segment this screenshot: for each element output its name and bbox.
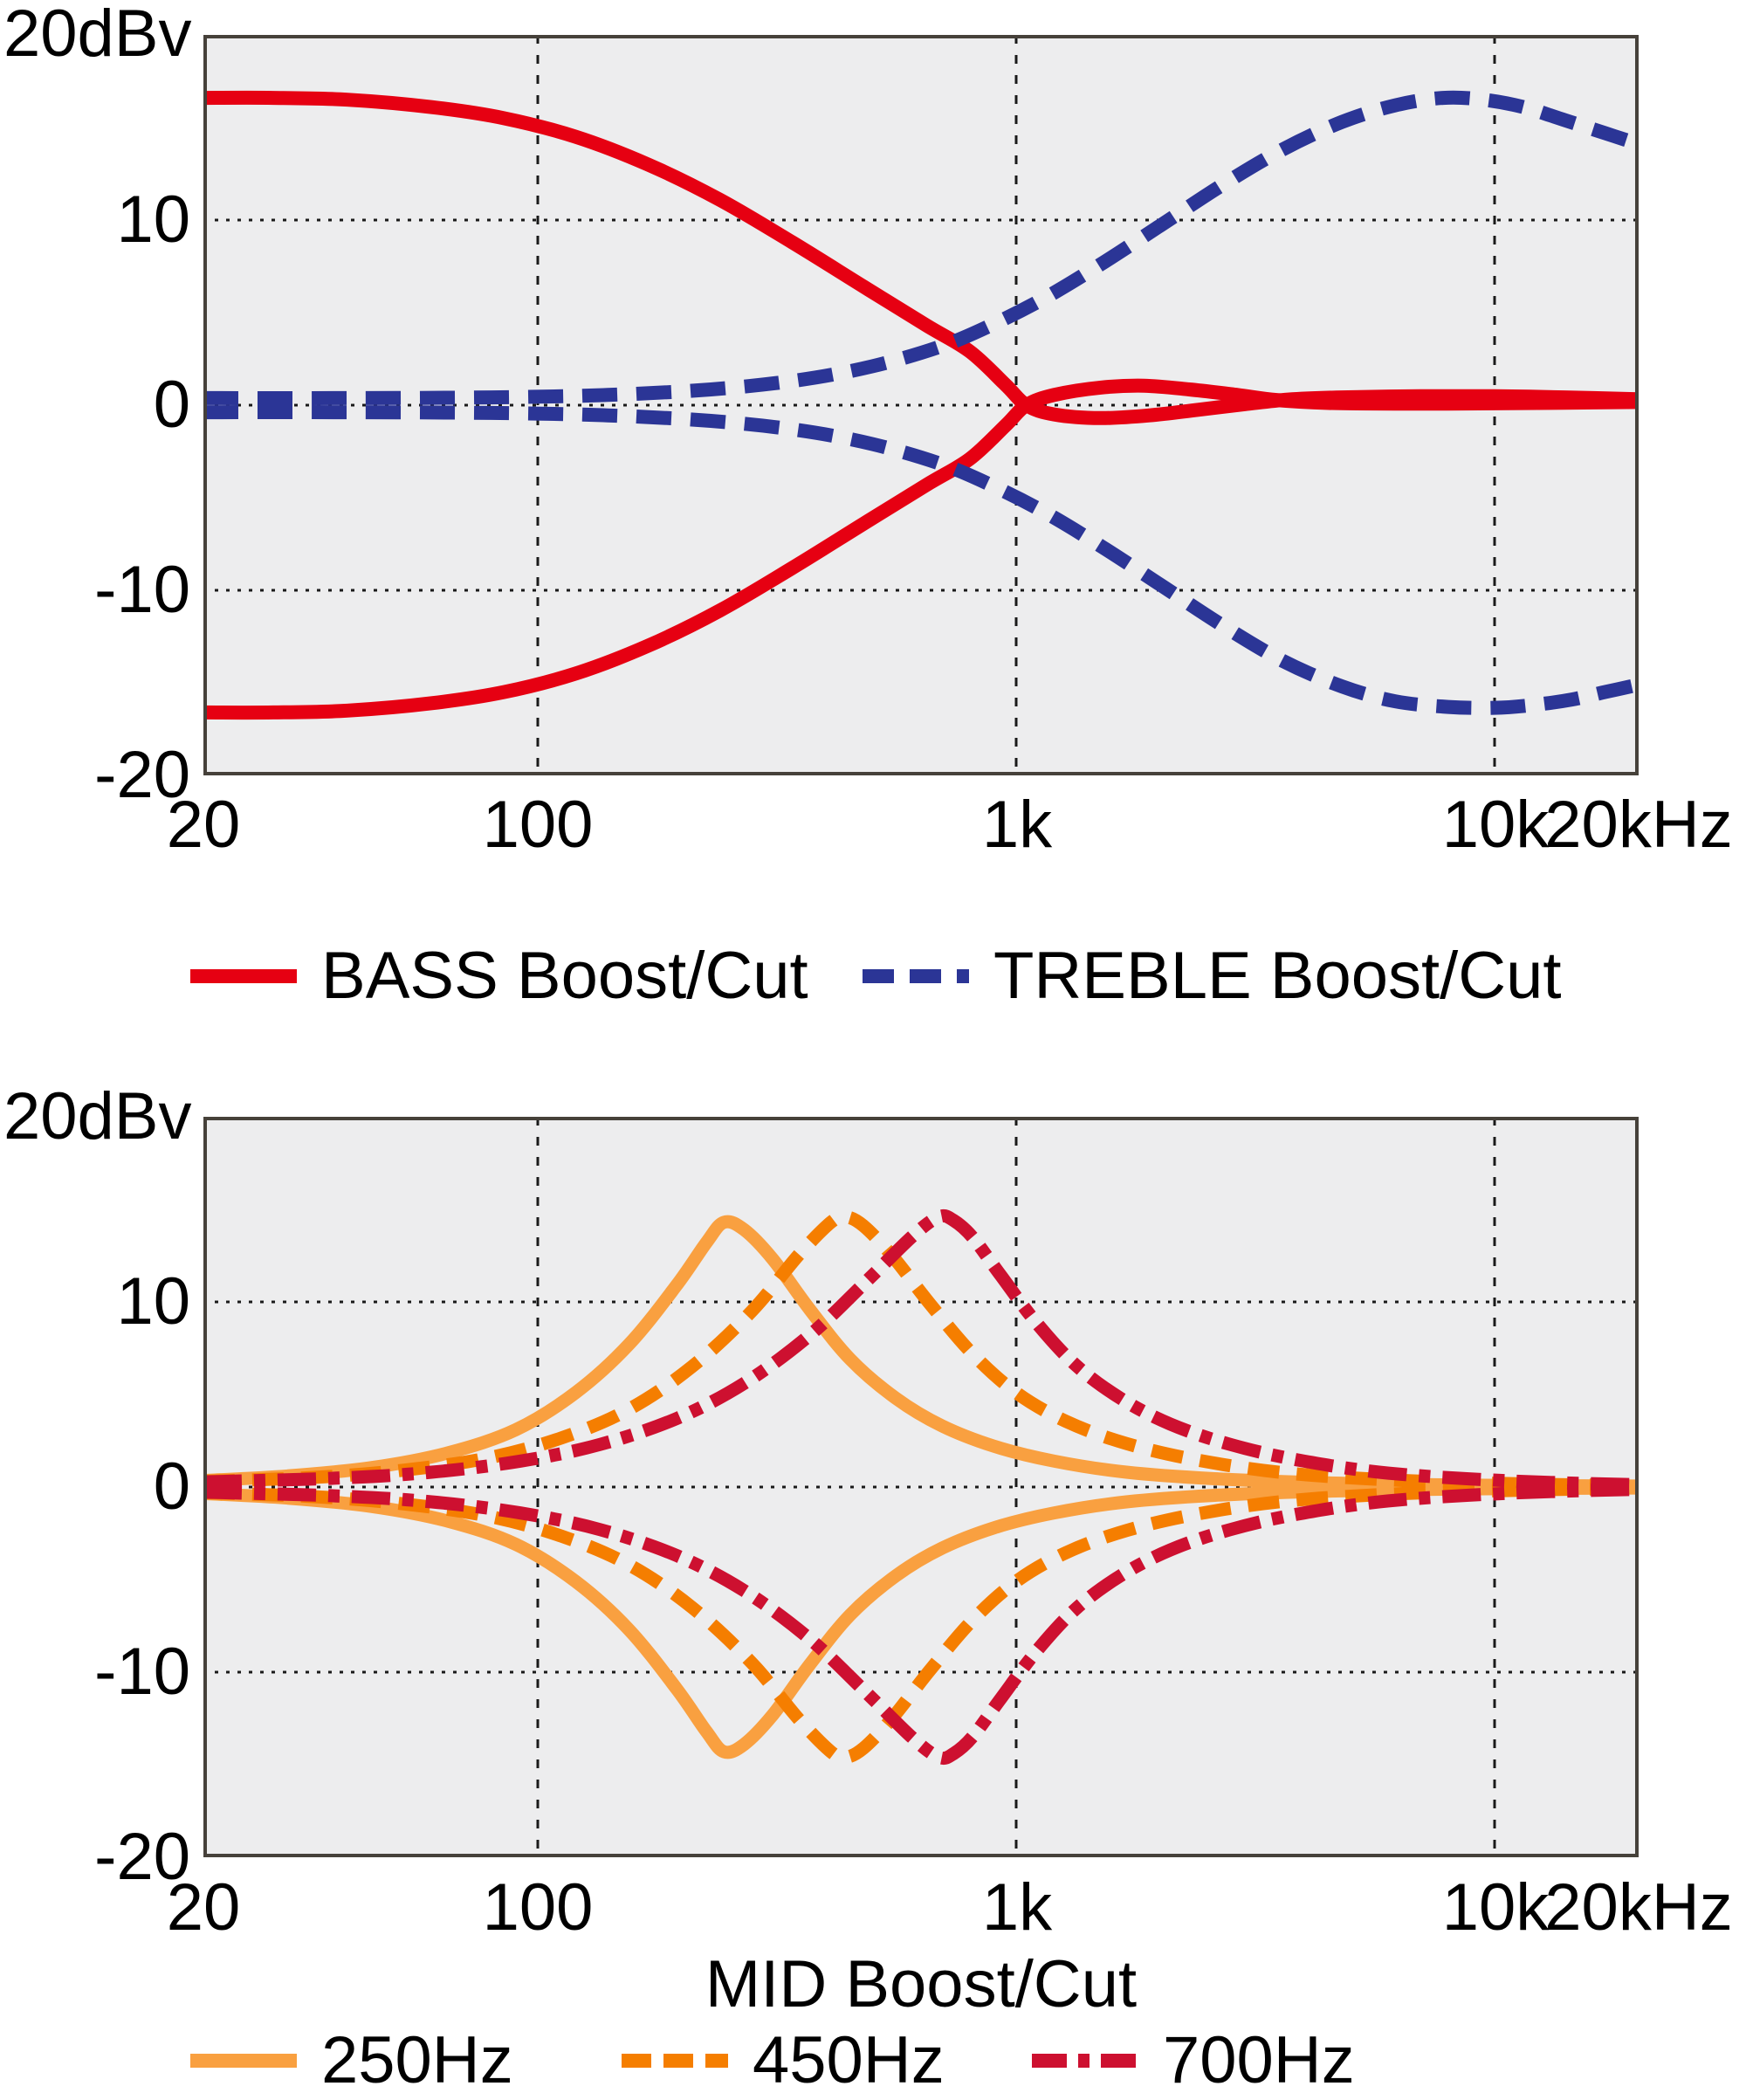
legend-label-450hz: 450Hz (753, 2023, 945, 2097)
mid-y-tick-m10: -10 (94, 1635, 190, 1709)
bass-treble-chart-plot (203, 35, 1639, 775)
tone-y-tick-m10: -10 (94, 553, 190, 627)
legend-item-450hz: 450Hz (622, 2021, 945, 2100)
legend-label-700hz: 700Hz (1163, 2023, 1355, 2097)
tone-x-tick-10k: 10k (1441, 788, 1550, 862)
mid-y-tick-0: 0 (153, 1449, 190, 1524)
bass-line-swatch (190, 969, 297, 983)
mid-x-tick-20khz: 20kHz (1544, 1870, 1733, 1945)
tone-x-tick-1k: 1k (981, 788, 1053, 862)
legend-item-bass: BASS Boost/Cut (190, 937, 808, 1016)
mid-x-tick-20: 20 (166, 1870, 241, 1945)
mid-chart-plot (203, 1117, 1639, 1857)
legend-label-treble: TREBLE Boost/Cut (993, 939, 1562, 1013)
tone-y-tick-0: 0 (153, 368, 190, 442)
legend-label-bass: BASS Boost/Cut (321, 939, 808, 1013)
mid-axis-title: MID Boost/Cut (705, 1947, 1138, 2021)
tone-x-tick-20: 20 (166, 788, 241, 862)
tone-x-tick-100: 100 (482, 788, 594, 862)
legend-item-700hz: 700Hz (1032, 2021, 1355, 2100)
mid-x-tick-10k: 10k (1441, 1870, 1550, 1945)
tone-y-top-label: 20dBv (3, 0, 192, 71)
mid-x-tick-1k: 1k (981, 1870, 1053, 1945)
mid-x-tick-100: 100 (482, 1870, 594, 1945)
legend-item-250hz: 250Hz (190, 2021, 513, 2100)
mid-y-tick-m20: -20 (94, 1820, 190, 1894)
mid-450-line-swatch (622, 2054, 728, 2068)
mid-y-tick-10: 10 (116, 1264, 190, 1339)
tone-y-tick-10: 10 (116, 182, 190, 257)
tone-y-tick-m20: -20 (94, 738, 190, 812)
tone-x-tick-20khz: 20kHz (1544, 788, 1733, 862)
legend-item-treble: TREBLE Boost/Cut (863, 937, 1562, 1016)
mid-y-top-label: 20dBv (3, 1079, 192, 1153)
mid-700-line-swatch (1032, 2054, 1138, 2068)
treble-line-swatch (863, 969, 969, 983)
legend-label-250hz: 250Hz (321, 2023, 513, 2097)
mid-250-line-swatch (190, 2054, 297, 2068)
